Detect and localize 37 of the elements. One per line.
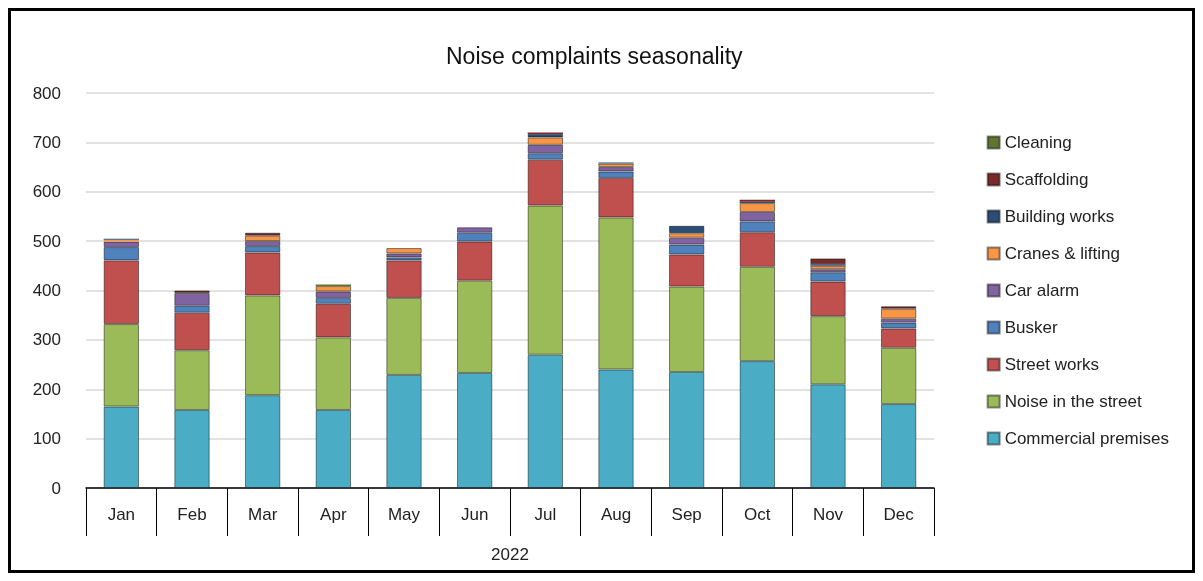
x-tick-label: Sep (671, 505, 702, 524)
x-tick-label: Jan (107, 505, 136, 524)
bar (669, 225, 705, 234)
x-tick-label: Dec (883, 505, 915, 524)
y-tick-label: 700 (32, 132, 61, 152)
y-tick-label: 400 (32, 281, 61, 300)
x-tick-label: Oct (744, 505, 771, 524)
legend-label: Commercial premises (1004, 429, 1170, 448)
y-tick-label: 600 (32, 182, 61, 202)
x-tick-label: Jul (534, 505, 557, 524)
legend-label: Car alarm (1004, 281, 1080, 300)
legend-label: Street works (1004, 355, 1100, 374)
y-tick-label: 800 (32, 83, 61, 103)
x-tick-label: Nov (812, 505, 844, 524)
y-tick-label: 100 (32, 429, 61, 449)
legend-label: Building works (1004, 207, 1115, 226)
legend-label: Cleaning (1004, 133, 1072, 152)
y-tick-label: 0 (51, 478, 61, 498)
bar (881, 308, 917, 319)
legend-label: Cranes & lifting (1004, 244, 1120, 263)
x-tick-label: Apr (320, 505, 347, 524)
bar (245, 235, 281, 242)
legend-label: Busker (1004, 318, 1058, 337)
bar (386, 248, 422, 254)
x-tick-label: Feb (177, 505, 207, 524)
y-tick-label: 300 (32, 330, 61, 350)
x-tick-label: Mar (248, 505, 278, 524)
legend-label: Scaffolding (1004, 170, 1089, 189)
legend-label: Noise in the street (1004, 392, 1142, 411)
x-tick-label: Aug (600, 505, 632, 524)
x-tick-label: Jun (460, 505, 489, 524)
bar (810, 258, 846, 265)
y-tick-label: 200 (32, 379, 61, 399)
y-tick-label: 500 (32, 231, 61, 251)
x-axis-title: 2022 (491, 545, 529, 564)
x-tick-label: May (387, 505, 421, 524)
chart-title: Noise complaints seasonality (446, 42, 744, 69)
